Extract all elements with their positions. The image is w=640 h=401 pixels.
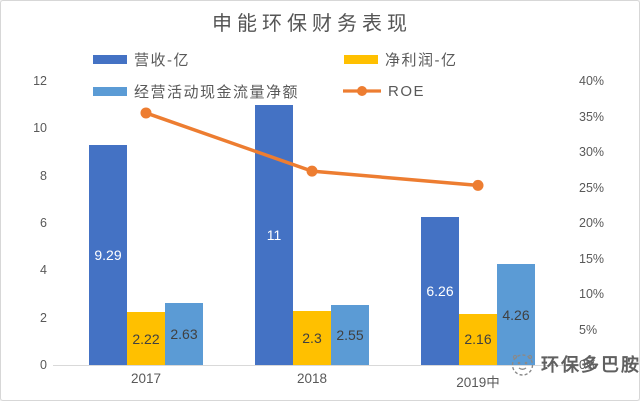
x-axis-category-label: 2018: [296, 371, 328, 386]
right-axis-tick-label: 35%: [579, 109, 605, 124]
net-profit-bar-swatch-icon: [344, 54, 378, 64]
bar-value-label: 9.29: [94, 247, 122, 264]
bar: [497, 264, 535, 365]
bar-value-label: 2.55: [336, 326, 364, 343]
legend-item-operating-cash-flow: 经营活动现金流量净额: [93, 83, 300, 101]
bar: [459, 313, 497, 365]
legend-label-roe: ROE: [388, 82, 426, 100]
bar: [421, 216, 459, 365]
legend-label-revenue: 营收-亿: [134, 51, 190, 69]
legend-label-cash-flow: 经营活动现金流量净额: [134, 83, 300, 101]
y-axis-tick-label: 0: [40, 358, 47, 372]
right-axis-tick-label: 15%: [579, 251, 605, 266]
y-axis-tick-label: 2: [40, 310, 47, 325]
bar-value-label: 2.3: [302, 329, 322, 346]
legend-item-net-profit: 净利润-亿: [344, 51, 458, 69]
y-axis-tick-label: 8: [40, 168, 47, 183]
legend-item-roe: ROE: [342, 82, 426, 100]
y-axis-tick-label: 6: [40, 216, 47, 230]
right-axis-tick-label: 0%: [579, 358, 598, 372]
watermark: 环保多巴胺: [509, 350, 640, 378]
bar: [89, 145, 127, 365]
y-axis-tick-label: 4: [40, 263, 47, 278]
y-axis-tick-label: 12: [33, 74, 47, 88]
x-axis-category-label: 2019中: [456, 375, 500, 390]
revenue-bar-swatch-icon: [93, 54, 127, 64]
bar-value-label: 6.26: [426, 282, 454, 299]
roe-line-swatch-icon: [343, 86, 381, 96]
watermark-text: 环保多巴胺: [541, 355, 640, 375]
roe-line: [145, 111, 479, 188]
bar-value-label: 2.63: [170, 325, 198, 342]
x-axis-line: [53, 365, 573, 366]
right-axis-tick-label: 10%: [579, 287, 605, 301]
bar: [165, 302, 203, 365]
cash-flow-bar-swatch-icon: [93, 86, 127, 96]
bar: [293, 310, 331, 365]
roe-marker: [140, 107, 152, 119]
bar-value-label: 11: [266, 226, 282, 243]
y-axis-tick-label: 10: [33, 121, 47, 136]
legend-item-revenue: 营收-亿: [93, 51, 190, 69]
bar-value-label: 4.26: [502, 306, 530, 323]
bar-value-label: 2.22: [132, 330, 160, 347]
x-axis-category-label: 2017: [130, 371, 162, 386]
roe-marker: [472, 179, 484, 191]
right-axis-tick-label: 20%: [579, 216, 605, 230]
panda-face-icon: [511, 354, 534, 376]
roe-marker: [306, 165, 318, 177]
legend-label-net-profit: 净利润-亿: [385, 51, 458, 69]
bar: [331, 304, 369, 365]
right-axis-tick-label: 40%: [579, 74, 605, 88]
right-axis-tick-label: 5%: [579, 322, 598, 337]
chart-title: 申能环保财务表现: [212, 13, 412, 35]
right-axis-tick-label: 30%: [579, 145, 605, 159]
bar-value-label: 2.16: [464, 331, 492, 348]
right-axis-tick-label: 25%: [579, 180, 605, 195]
bar: [127, 312, 165, 365]
